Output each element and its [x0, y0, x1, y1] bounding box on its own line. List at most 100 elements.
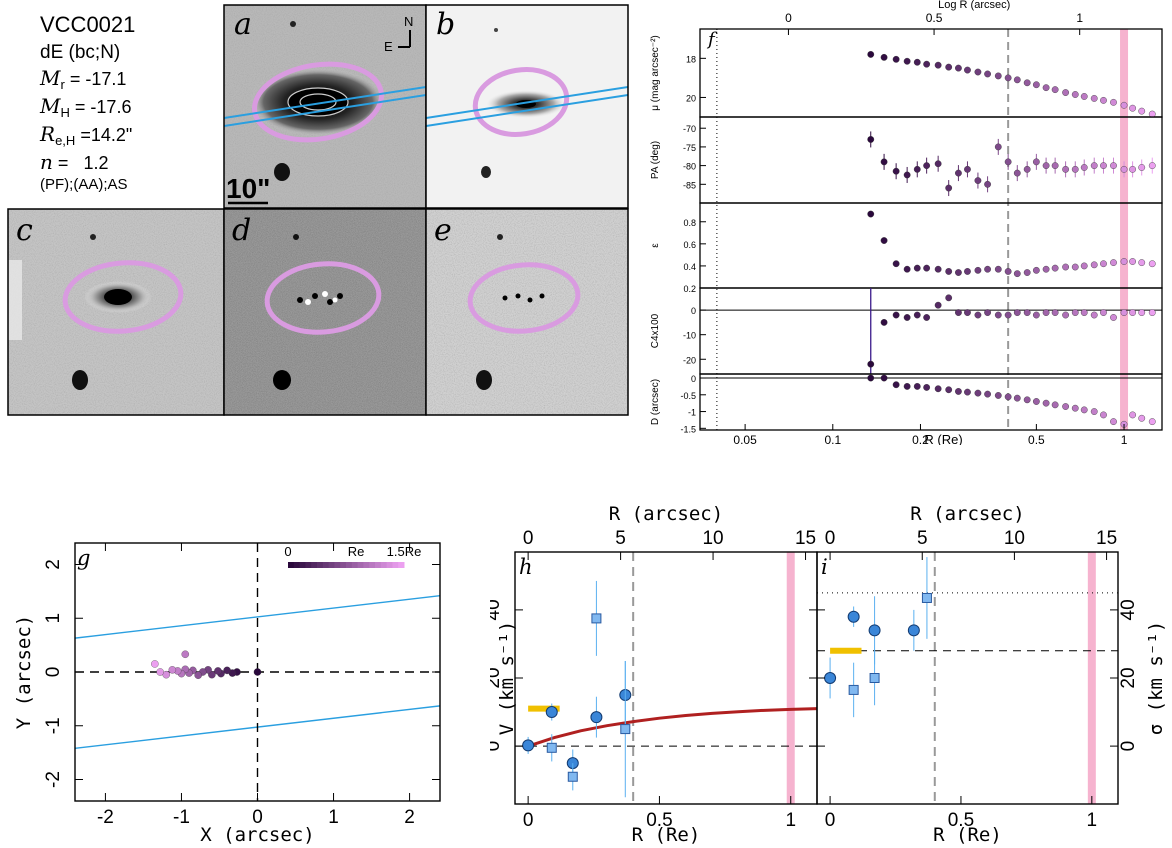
profile-point: [964, 388, 971, 396]
galaxy-type: dE (bc;N): [40, 42, 121, 63]
velocity-point: [824, 672, 837, 684]
profile-point: [1129, 165, 1136, 173]
profile-point: [1110, 314, 1117, 321]
y-tick-label: 0.6: [683, 240, 696, 250]
profile-point: [923, 60, 931, 68]
profile-point: [1013, 76, 1021, 84]
profile-point: [1080, 309, 1088, 316]
profile-point: [1148, 309, 1156, 316]
profile-point: [1023, 396, 1031, 404]
y-tick-label: -80: [683, 162, 696, 172]
profile-point: [994, 72, 1002, 80]
image-panels: a 10" N E b c: [7, 4, 629, 416]
profile-point: [880, 374, 888, 382]
y-tick-label: 20: [1118, 667, 1139, 688]
frame: [816, 551, 1119, 805]
colorbar-swatch: [322, 562, 330, 568]
x-tick-label: 0: [825, 810, 836, 831]
profile-point: [923, 384, 931, 391]
profile-point: [1042, 84, 1050, 92]
profile-point: [945, 184, 953, 192]
profile-point: [1080, 262, 1088, 270]
profile-point: [1023, 269, 1031, 276]
profile-point: [1004, 393, 1012, 401]
subpanel-frame: [699, 287, 1163, 375]
y-tick-label: 20: [686, 93, 696, 103]
profile-point: [955, 64, 962, 72]
profile-point: [1138, 164, 1146, 171]
x-tick-label: 0.2: [912, 433, 929, 445]
colorbar-swatch: [305, 562, 312, 568]
center-point: [223, 666, 231, 675]
profile-point: [1100, 309, 1107, 316]
colorbar-swatch: [369, 562, 376, 568]
chart-g-centers: -2 -1 0 1 2 -2 -1 0 1 2 X (arcsec) Y (arcsec) g 0 Re 1.…: [13, 542, 441, 846]
image-panel-e: e: [425, 208, 629, 416]
panel-label-g: g: [77, 546, 90, 570]
profile-point: [923, 314, 931, 321]
x-tick-label: 0.1: [824, 433, 841, 445]
y-tick-label: -70: [683, 124, 696, 134]
x-tick-label: 1: [1087, 810, 1098, 831]
profile-point: [1071, 91, 1079, 98]
profile-point: [1004, 268, 1012, 275]
profile-point: [1120, 101, 1128, 109]
compass-icon: N E: [384, 14, 413, 54]
image-panel-a: a 10" N E: [223, 4, 427, 209]
colorbar-swatch: [380, 562, 388, 568]
profile-point: [892, 55, 900, 63]
profile-point: [984, 180, 991, 188]
y-tick-label: -75: [683, 143, 696, 153]
profile-point: [923, 162, 931, 170]
colorbar-swatch: [317, 562, 324, 568]
profile-point: [994, 392, 1002, 399]
profile-point: [1013, 394, 1021, 402]
galaxy-name: VCC0021: [40, 12, 136, 37]
velocity-point: [522, 739, 535, 752]
profile-point: [1071, 263, 1079, 271]
profile-point: [964, 66, 971, 74]
y-tick-label: 40: [1118, 599, 1139, 620]
profile-point: [974, 68, 982, 76]
panel-label-d: d: [232, 213, 251, 248]
panel-label-c: c: [16, 213, 33, 248]
profile-point: [1042, 309, 1050, 316]
svg-text:E: E: [384, 39, 393, 54]
subpanel-frame: [699, 202, 1163, 289]
x-tick-label: 0.5: [1028, 433, 1045, 445]
profile-point: [867, 51, 875, 58]
top-tick-label: 10: [1004, 528, 1025, 549]
colorbar-swatch: [398, 562, 405, 568]
profile-point: [955, 388, 962, 395]
model-curve: [532, 707, 817, 746]
profile-point: [955, 269, 962, 276]
profile-point: [1129, 258, 1136, 265]
colorbar-swatch: [311, 562, 318, 568]
profile-point: [1100, 96, 1107, 104]
profile-point: [945, 63, 953, 71]
profile-point: [913, 311, 921, 319]
y-tick-label: 0: [1118, 741, 1139, 752]
top-tick-label: 0: [785, 11, 792, 25]
x-tick-label: 0: [252, 807, 263, 828]
x-axis-label: X (arcsec): [200, 824, 314, 846]
subpanel-ylabel: μ (mag arcsec⁻²): [650, 35, 661, 111]
center-point: [151, 660, 159, 668]
profile-point: [1032, 398, 1040, 405]
profile-point: [1013, 169, 1021, 177]
colorbar-max-label: 1.5Re: [387, 544, 422, 559]
velocity-square: [848, 684, 859, 695]
image-panel-c: c: [7, 208, 225, 416]
y-tick-label: -0.5: [680, 391, 696, 401]
top-axis-label: Log R (arcsec): [938, 0, 1010, 11]
panel-label-f: f: [706, 29, 718, 50]
profile-point: [1090, 311, 1098, 319]
profile-point: [903, 265, 911, 273]
profile-point: [1051, 401, 1059, 409]
velocity-square: [567, 771, 578, 782]
profile-point: [1062, 165, 1069, 173]
x-tick-label: 1: [1121, 433, 1128, 445]
profile-point: [892, 167, 900, 175]
colorbar-swatch: [334, 562, 341, 568]
center-point: [194, 671, 202, 679]
